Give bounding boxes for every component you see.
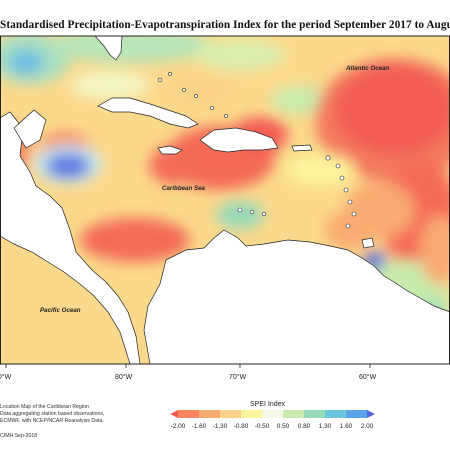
legend-tick-label: -0.50: [255, 423, 270, 430]
legend-swatch: [178, 410, 200, 418]
tick-label-80w: 80°W: [115, 373, 133, 381]
legend-tick-label: -2.00: [171, 423, 186, 430]
legend: SPEI Index -2.00 -1.60 -1.30 -0.80 -0.50 0.50…: [170, 401, 375, 430]
legend-swatch: [346, 410, 368, 418]
credit-line-1: Location Map of the Caribbean Region: [0, 404, 89, 410]
pacific-ocean-label: Pacific Ocean: [40, 307, 81, 314]
lesser-antilles: [157, 72, 357, 229]
legend-swatch: [325, 410, 347, 418]
credit-line-3: ECMWF, with NCEP/NCAR Reanalysis Data.: [0, 418, 104, 424]
legend-swatch: [262, 410, 284, 418]
legend-swatch: [220, 410, 242, 418]
tick-label-70w: 70°W: [229, 373, 247, 381]
legend-tick-label: 0.80: [298, 423, 311, 430]
legend-tick-label: 1.60: [340, 423, 353, 430]
legend-title: SPEI Index: [250, 401, 286, 408]
map-title: Standardised Precipitation-Evapotranspir…: [0, 19, 450, 31]
tick-label-60w: 60°W: [359, 373, 377, 381]
legend-swatch-low-arrow: [170, 410, 178, 418]
caribbean-sea-label: Caribbean Sea: [162, 185, 206, 192]
legend-tick-labels: -2.00 -1.60 -1.30 -0.80 -0.50 0.50 0.80 1.30 1.6…: [171, 423, 374, 430]
atlantic-ocean-label: Atlantic Ocean: [345, 65, 390, 72]
land-masses: [0, 36, 450, 364]
legend-colorbar: [170, 410, 375, 418]
legend-tick-label: 2.00: [361, 423, 374, 430]
credit-line-4: CIMH Sep-2018: [0, 433, 38, 439]
legend-swatch: [199, 410, 221, 418]
legend-swatch: [241, 410, 263, 418]
credit-line-2: Data aggregating station based observati…: [0, 411, 105, 417]
legend-swatch: [283, 410, 305, 418]
legend-tick-label: -0.80: [234, 423, 249, 430]
legend-swatch-high-arrow: [367, 410, 375, 418]
legend-tick-label: 0.50: [277, 423, 290, 430]
longitude-axis: [5, 364, 371, 368]
legend-tick-label: 1.30: [319, 423, 332, 430]
legend-swatch: [304, 410, 326, 418]
tick-label-90w: 90°W: [0, 373, 12, 381]
legend-tick-label: -1.30: [213, 423, 228, 430]
spei-field: Atlantic Ocean Caribbean Sea Pacific Oce…: [0, 36, 450, 364]
legend-tick-label: -1.60: [192, 423, 207, 430]
